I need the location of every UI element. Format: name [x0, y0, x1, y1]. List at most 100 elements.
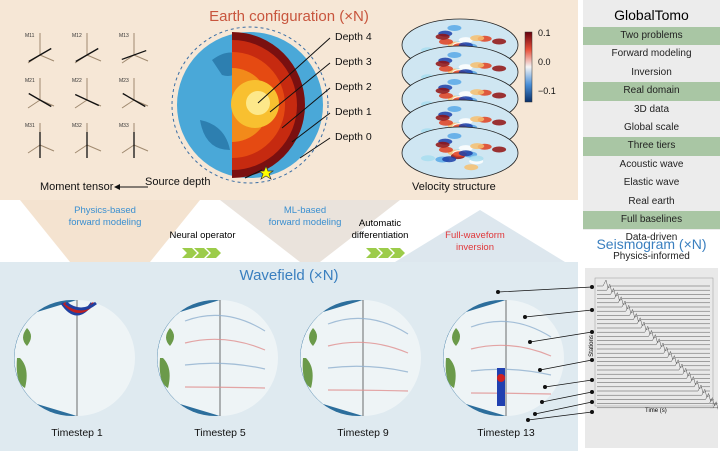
moment-tensor-grid: M11 M12 M13 M21 M22 M23 M31 M32 M33: [25, 33, 149, 158]
tensor-label: M11: [25, 33, 35, 39]
earth-cross-section: [171, 26, 329, 184]
depth-label: Depth 1: [335, 106, 372, 118]
tensor-label: M32: [72, 123, 82, 129]
tensor-glyph: M11: [25, 33, 55, 64]
category-header: Full baselines: [583, 210, 720, 230]
seismogram-trace: [597, 363, 710, 373]
seismogram-trace: [597, 312, 710, 323]
seismogram-xlabel: Time (s): [645, 408, 667, 414]
seismogram-trace: [597, 321, 710, 331]
wavefield-globes: [14, 300, 564, 416]
category-item: Forward modeling: [611, 48, 692, 60]
tensor-label: M12: [72, 33, 82, 39]
station-connectors: [496, 285, 594, 422]
tensor-glyph: M31: [25, 123, 55, 158]
tensor-label: M21: [25, 78, 35, 84]
category-item: 3D data: [633, 103, 670, 115]
seismogram-title: Seismogram (×N): [596, 236, 707, 252]
category-header: Two problems: [583, 27, 720, 46]
wavefield-globe: [157, 300, 278, 416]
moment-tensor-label: Moment tensor: [40, 181, 114, 193]
globaltomo-summary: GlobalTomo Two problems Forward modeling I…: [583, 0, 720, 262]
category-header: Three tiers: [583, 137, 720, 156]
tensor-glyph: M22: [72, 78, 102, 109]
method-arrows-band: Physics-based forward modeling Neural op…: [0, 200, 578, 262]
seismogram-trace: [597, 367, 710, 377]
seismogram-trace: [597, 354, 710, 365]
category-item: Physics-informed: [613, 250, 690, 262]
globaltomo-title: GlobalTomo: [614, 7, 689, 23]
timestep-label: Timestep 9: [337, 427, 389, 439]
depth-label: Depth 2: [335, 81, 372, 93]
wavefield-title: Wavefield (×N): [239, 267, 339, 284]
velocity-structure-shells: [401, 18, 519, 180]
wavefield-panel: Wavefield (×N) Timestep 1 Timestep 5 Times…: [0, 262, 578, 451]
seismogram-trace: [597, 392, 715, 402]
tensor-glyph: M21: [25, 78, 55, 109]
tensor-glyph: M33: [119, 123, 149, 158]
seismogram-trace: [597, 396, 719, 407]
earth-config-graphics: M11 M12 M13 M21 M22 M23 M31 M32 M33: [25, 18, 533, 190]
station-link: [527, 411, 593, 421]
category-item: Global scale: [623, 121, 680, 133]
source-depth-label: Source depth: [145, 176, 211, 188]
timestep-label: Timestep 1: [51, 427, 103, 439]
seismogram-trace: [597, 388, 710, 398]
seismogram-trace: [597, 317, 710, 327]
seismogram-trace: [597, 333, 710, 344]
depth-label: Depth 4: [335, 31, 372, 43]
seismogram-trace: [597, 291, 710, 302]
velocity-shell: [401, 126, 519, 180]
category-item: Inversion: [631, 66, 672, 78]
category-item: Elastic wave: [623, 177, 680, 189]
category-item: Data-driven: [625, 232, 678, 244]
seismogram-plot: Time (s) Stations: [585, 268, 720, 448]
tensor-label: M31: [25, 123, 35, 129]
tensor-glyph: M32: [72, 123, 102, 158]
velocity-structure-label: Velocity structure: [412, 181, 496, 193]
seismogram-trace: [597, 384, 710, 394]
tensor-glyph: M23: [119, 78, 149, 109]
seismogram-trace: [597, 371, 710, 381]
seismogram-trace: [597, 287, 710, 297]
tensor-label: M22: [72, 78, 82, 84]
colorbar-tick: −0.1: [538, 86, 556, 96]
station-link: [529, 331, 593, 343]
seismogram-trace: [597, 380, 710, 390]
neural-operator-label: Neural operator: [169, 230, 236, 241]
seismogram-trace: [597, 350, 710, 360]
seismogram-trace: [597, 329, 710, 339]
ml-based-label: ML-based forward modeling: [268, 205, 342, 228]
category-item: Real earth: [628, 195, 675, 207]
station-link: [524, 309, 593, 318]
station-link: [534, 401, 593, 415]
tensor-label: M23: [119, 78, 129, 84]
wavefield-globe: [443, 300, 564, 416]
seismogram-trace: [597, 296, 710, 306]
timestep-label: Timestep 13: [477, 427, 535, 439]
physics-based-label: Physics-based forward modeling: [68, 205, 142, 228]
seismogram-trace: [597, 308, 710, 318]
category-header: Real domain: [583, 82, 720, 101]
earth-configuration-panel: Earth configuration (×N) M11 M12 M13 M21 M22…: [0, 0, 578, 200]
tensor-label: M13: [119, 33, 129, 39]
autodiff-label: Automatic differentiation: [351, 218, 409, 241]
station-link: [539, 359, 593, 371]
station-link: [497, 286, 593, 293]
tensor-label: M33: [119, 123, 129, 129]
tensor-glyph: M12: [72, 33, 102, 64]
seismogram-trace: [597, 338, 710, 348]
timestep-label: Timestep 5: [194, 427, 246, 439]
category-item: Acoustic wave: [619, 158, 684, 170]
wavefield-globe: [300, 300, 421, 416]
seismogram-trace: [597, 283, 710, 293]
colorbar-tick: 0.1: [538, 28, 551, 38]
colorbar: [524, 31, 533, 103]
station-link: [541, 391, 593, 403]
depth-label: Depth 3: [335, 56, 372, 68]
seismogram-trace: [597, 375, 710, 386]
seismogram-trace: [597, 346, 710, 356]
seismogram-trace: [597, 342, 710, 352]
seismogram-trace: [597, 300, 710, 310]
fwi-label: Full-waveform inversion: [445, 230, 505, 253]
